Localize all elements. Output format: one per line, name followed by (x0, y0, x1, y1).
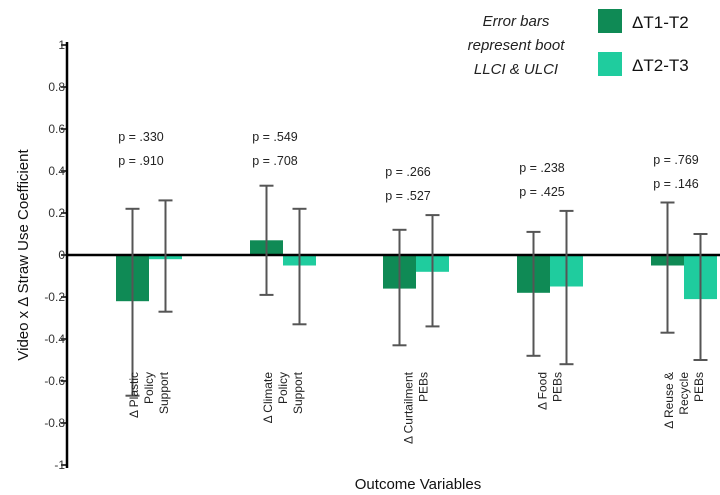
p-value-label: p = .708 (252, 154, 298, 168)
p-value-labels: p = .330 p = .549 p = .266 p = .238 p = .769… (118, 130, 699, 203)
error-bars (125, 184, 708, 397)
category-label: PEBs (551, 372, 565, 402)
y-tick-label: 0 (58, 248, 65, 262)
p-value-label: p = .146 (653, 177, 699, 191)
y-tick-label: 0.2 (48, 206, 65, 220)
y-tick-label: 1 (58, 38, 65, 52)
category-label: Recycle (677, 372, 691, 415)
category-label: Δ Food (536, 372, 550, 410)
y-tick-label: -0.8 (44, 416, 65, 430)
p-value-label: p = .769 (653, 153, 699, 167)
note-line-3: LLCI & ULCI (474, 61, 558, 78)
y-tick-label: 0.4 (48, 164, 65, 178)
category-label: Δ Curtailment (402, 371, 416, 444)
y-tick-label: 0.8 (48, 80, 65, 94)
category-label: Support (157, 371, 171, 414)
note-line-2: represent boot (468, 37, 566, 54)
category-label: Policy (276, 372, 290, 404)
y-tick-label: -1 (54, 458, 65, 472)
p-value-label: p = .910 (118, 154, 164, 168)
category-label: Δ Reuse & (662, 372, 676, 429)
y-tick-label: 0.6 (48, 122, 65, 136)
category-labels: Δ Plastic Policy Support Δ Climate Policy Sup… (127, 371, 706, 444)
category-label: Support (291, 371, 305, 414)
category-label: Δ Climate (261, 372, 275, 424)
p-value-label: p = .238 (519, 161, 565, 175)
y-axis-title: Video x Δ Straw Use Coefficient (15, 149, 32, 361)
p-value-label: p = .330 (118, 130, 164, 144)
bars (116, 240, 717, 302)
y-tick-label: -0.6 (44, 374, 65, 388)
category-label: PEBs (417, 372, 431, 402)
legend-swatch-series-1 (598, 9, 622, 33)
y-tick-label: -0.4 (44, 332, 65, 346)
p-value-label: p = .549 (252, 130, 298, 144)
p-value-label: p = .527 (385, 189, 431, 203)
y-tick-label: -0.2 (44, 290, 65, 304)
legend-label-series-2: ΔT2-T3 (632, 56, 689, 75)
legend: ΔT1-T2 ΔT2-T3 (598, 9, 689, 76)
x-axis-title: Outcome Variables (355, 476, 481, 493)
category-label: Δ Plastic (127, 372, 141, 418)
note-line-1: Error bars (483, 13, 550, 30)
legend-swatch-series-2 (598, 52, 622, 76)
p-value-label: p = .266 (385, 165, 431, 179)
category-label: Policy (142, 372, 156, 404)
legend-label-series-1: ΔT1-T2 (632, 13, 689, 32)
category-label: PEBs (692, 372, 706, 402)
error-bar-note: Error bars represent boot LLCI & ULCI (468, 13, 566, 78)
p-value-label: p = .425 (519, 185, 565, 199)
y-axis: 1 0.8 0.6 0.4 0.2 0 -0.2 -0.4 -0.6 -0.8 -1 (44, 38, 69, 472)
